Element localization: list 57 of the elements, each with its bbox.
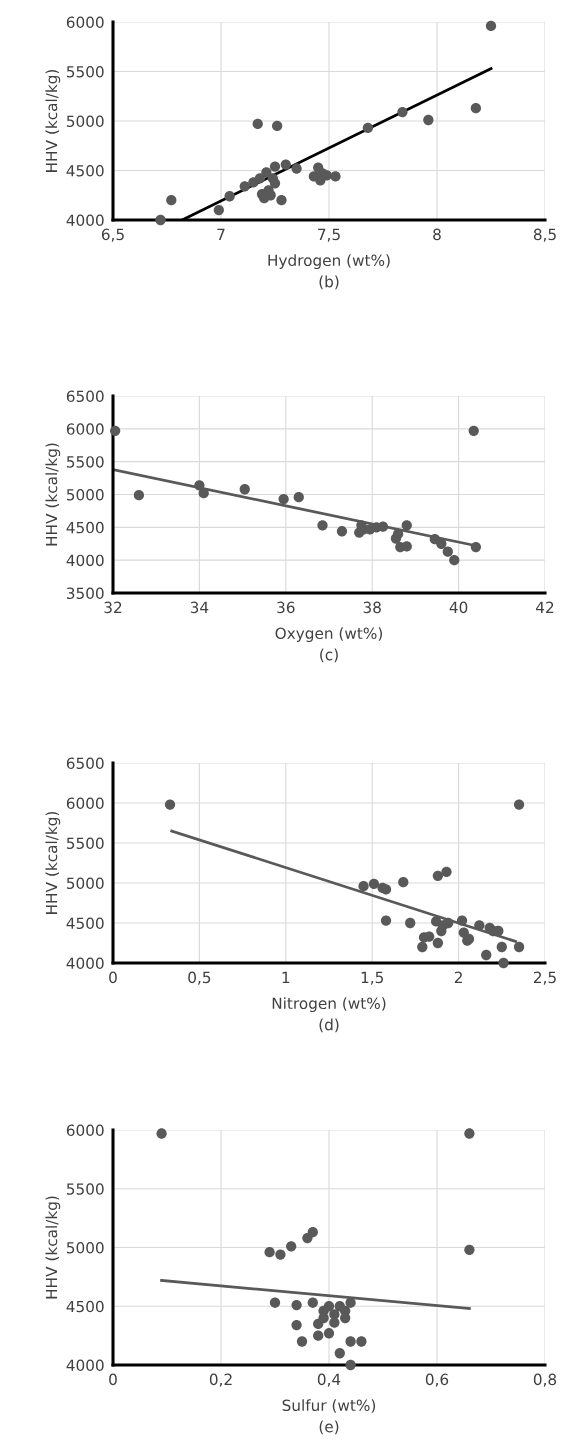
y-tick-label: 5000	[66, 1241, 104, 1254]
y-tick-label: 4500	[66, 164, 104, 177]
x-tick-label: 0	[109, 971, 117, 984]
x-tick-label: 1	[282, 971, 290, 983]
x-tick-label: 0	[109, 1373, 117, 1386]
y-tick-label: 6000	[66, 797, 104, 810]
y-tick-label: 6500	[66, 390, 104, 403]
x-tick-label: 0,6	[425, 1373, 449, 1387]
x-tick-label: 2	[454, 971, 462, 983]
y-tick-label: 4000	[66, 554, 104, 567]
x-axis-title: Oxygen (wt%)	[275, 627, 383, 643]
y-tick-label: 5000	[66, 115, 104, 128]
x-tick-label: 0,5	[188, 971, 211, 985]
y-tick-label: 5000	[66, 488, 104, 501]
x-tick-label: 0,8	[533, 1373, 557, 1387]
x-tick-label: 36	[277, 601, 295, 614]
x-tick-label: 7,5	[318, 228, 340, 242]
y-tick-label: 4000	[66, 214, 104, 227]
x-tick-label: 6,5	[101, 228, 124, 242]
x-tick-label: 0,2	[209, 1373, 232, 1387]
y-tick-label: 4500	[66, 521, 104, 534]
y-tick-label: 5500	[66, 456, 104, 468]
y-axis-title: HHV (kcal/kg)	[45, 811, 61, 914]
x-tick-label: 1,5	[361, 971, 384, 985]
x-tick-label: 38	[363, 601, 381, 614]
x-tick-label: 7	[217, 228, 225, 240]
y-tick-label: 5500	[66, 65, 104, 78]
y-tick-label: 5500	[66, 837, 104, 850]
text: (d)	[319, 1018, 339, 1033]
y-axis-title: HHV (kcal/kg)	[45, 1196, 61, 1299]
y-tick-label: 4000	[66, 1359, 104, 1372]
x-tick-label: 32	[104, 601, 122, 614]
text: (e)	[319, 1420, 339, 1435]
y-axis-title: HHV (kcal/kg)	[45, 69, 61, 172]
y-tick-label: 6000	[66, 16, 104, 29]
x-axis-title: Hydrogen (wt%)	[268, 254, 390, 270]
x-tick-label: 34	[190, 601, 209, 614]
y-tick-label: 5500	[66, 1183, 104, 1195]
y-tick-label: 4500	[66, 1300, 104, 1313]
y-axis-title: HHV (kcal/kg)	[45, 443, 61, 546]
y-tick-label: 6000	[66, 423, 104, 435]
text: (c)	[320, 648, 338, 663]
x-tick-label: 2,5	[533, 971, 556, 985]
y-tick-label: 4000	[66, 957, 104, 970]
x-tick-label: 8,5	[533, 228, 556, 242]
x-tick-label: 8	[433, 228, 441, 241]
y-tick-label: 3500	[66, 587, 104, 600]
y-tick-label: 6500	[66, 757, 104, 770]
x-tick-label: 0,4	[317, 1373, 341, 1387]
x-tick-label: 42	[536, 601, 554, 613]
y-tick-label: 5000	[66, 877, 104, 890]
y-tick-label: 4500	[66, 917, 104, 930]
y-tick-label: 6000	[66, 1124, 104, 1137]
x-tick-label: 40	[449, 601, 468, 614]
x-axis-title: Nitrogen (wt%)	[272, 997, 386, 1013]
text: (b)	[319, 275, 339, 290]
x-axis-title: Sulfur (wt%)	[282, 1399, 376, 1413]
